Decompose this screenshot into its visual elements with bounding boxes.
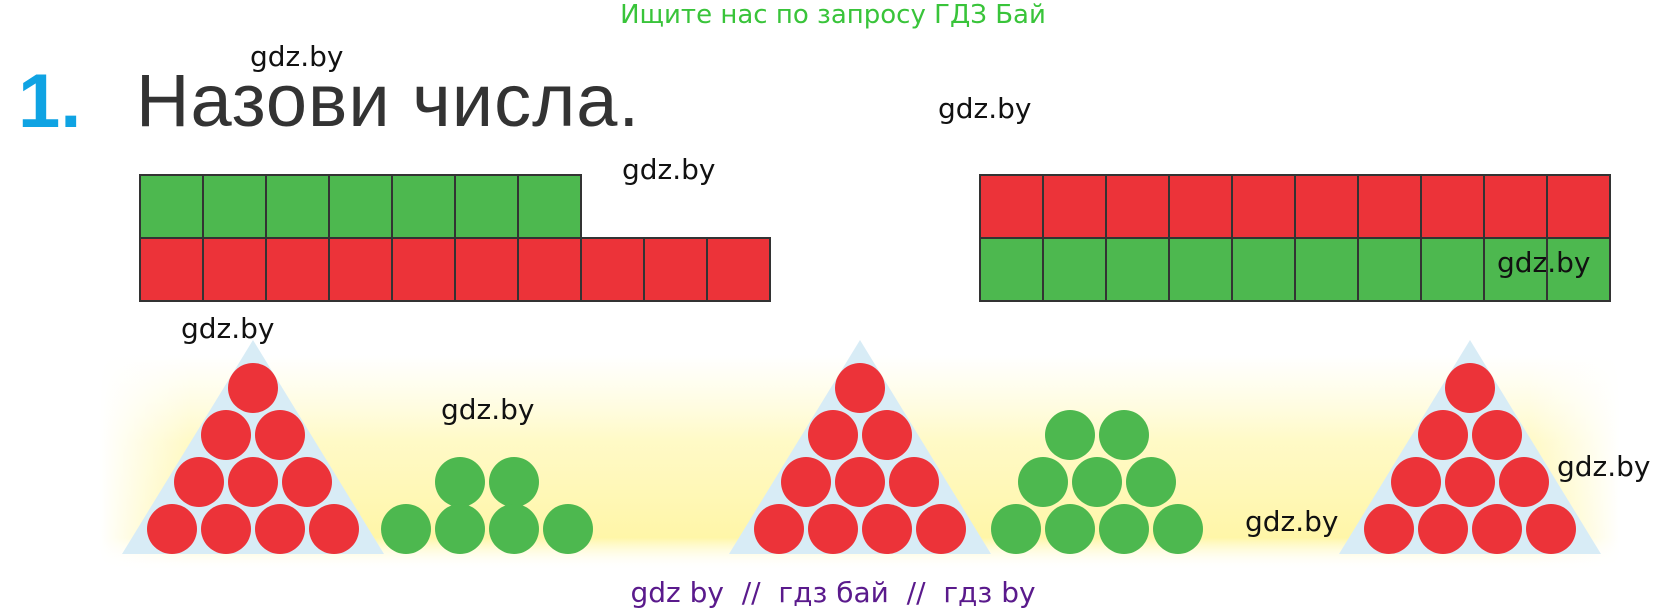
counter-ball	[489, 504, 539, 554]
counting-cell	[1168, 174, 1233, 239]
counting-cell	[1231, 174, 1296, 239]
counting-cell	[1105, 237, 1170, 302]
counting-cell	[706, 237, 771, 302]
counter-ball	[309, 504, 359, 554]
counter-ball	[228, 457, 278, 507]
counting-cell	[328, 174, 393, 239]
counter-ball	[1045, 410, 1095, 460]
counting-cell	[1042, 174, 1107, 239]
watermark: gdz.by	[938, 92, 1032, 125]
counting-cell	[391, 237, 456, 302]
watermark: gdz.by	[622, 153, 716, 186]
counting-cell	[202, 174, 267, 239]
counter-ball	[435, 457, 485, 507]
counter-ball	[255, 410, 305, 460]
counter-ball	[1072, 457, 1122, 507]
counting-cell	[979, 237, 1044, 302]
counting-cell	[1357, 174, 1422, 239]
counting-cell	[1546, 174, 1611, 239]
counter-ball	[991, 504, 1041, 554]
counter-ball	[255, 504, 305, 554]
counter-ball	[1099, 410, 1149, 460]
counter-ball	[1418, 504, 1468, 554]
counting-cell	[1231, 237, 1296, 302]
counter-ball	[1099, 504, 1149, 554]
counter-ball	[435, 504, 485, 554]
counting-cell	[1294, 237, 1359, 302]
counter-ball	[381, 504, 431, 554]
exercise-number: 1.	[18, 59, 82, 144]
counting-cell	[1357, 237, 1422, 302]
footer-text: gdz by // гдз бай // гдз by	[630, 576, 1036, 609]
counter-ball	[835, 457, 885, 507]
counting-cell	[517, 174, 582, 239]
counter-ball	[1391, 457, 1441, 507]
counting-cell	[454, 237, 519, 302]
watermark: gdz.by	[441, 393, 535, 426]
counting-cell	[1483, 174, 1548, 239]
counter-ball	[808, 504, 858, 554]
counter-ball	[201, 410, 251, 460]
counting-cell	[643, 237, 708, 302]
counter-ball	[754, 504, 804, 554]
counter-ball	[1126, 457, 1176, 507]
counting-cell	[454, 174, 519, 239]
counting-cell	[139, 237, 204, 302]
counting-cell	[1546, 237, 1611, 302]
counting-cell	[1420, 174, 1485, 239]
counter-ball	[1018, 457, 1068, 507]
counter-ball	[1045, 504, 1095, 554]
counting-cell	[517, 237, 582, 302]
watermark: gdz.by	[250, 40, 344, 73]
watermark: gdz.by	[181, 312, 275, 345]
counting-cell	[265, 237, 330, 302]
counter-ball	[916, 504, 966, 554]
counter-ball	[808, 410, 858, 460]
counter-ball	[1445, 457, 1495, 507]
counter-ball	[228, 363, 278, 413]
counter-ball	[1445, 363, 1495, 413]
exercise-title: Назови числа.	[136, 59, 641, 142]
counting-cell	[979, 174, 1044, 239]
counting-cell	[391, 174, 456, 239]
counter-ball	[489, 457, 539, 507]
watermark: gdz.by	[1245, 505, 1339, 538]
counter-ball	[147, 504, 197, 554]
counter-ball	[1153, 504, 1203, 554]
counter-ball	[1364, 504, 1414, 554]
counter-ball	[889, 457, 939, 507]
watermark: gdz.by	[1557, 450, 1651, 483]
counting-cell	[1483, 237, 1548, 302]
counter-ball	[1526, 504, 1576, 554]
counter-ball	[543, 504, 593, 554]
counter-ball	[835, 363, 885, 413]
watermark: gdz.by	[1497, 246, 1591, 279]
counter-ball	[862, 504, 912, 554]
counter-ball	[1499, 457, 1549, 507]
counter-ball	[282, 457, 332, 507]
counting-cell	[1105, 174, 1170, 239]
counting-cell	[1420, 237, 1485, 302]
counter-ball	[1472, 504, 1522, 554]
top-banner: Ищите нас по запросу ГДЗ Бай	[620, 0, 1046, 30]
counter-ball	[1472, 410, 1522, 460]
counting-cell	[1168, 237, 1233, 302]
counter-ball	[201, 504, 251, 554]
counting-cell	[580, 237, 645, 302]
counting-cell	[1042, 237, 1107, 302]
counting-cell	[202, 237, 267, 302]
counting-cell	[265, 174, 330, 239]
counter-ball	[862, 410, 912, 460]
counting-cell	[139, 174, 204, 239]
counter-ball	[781, 457, 831, 507]
counting-cell	[1294, 174, 1359, 239]
counting-cell	[328, 237, 393, 302]
counter-ball	[1418, 410, 1468, 460]
counter-ball	[174, 457, 224, 507]
